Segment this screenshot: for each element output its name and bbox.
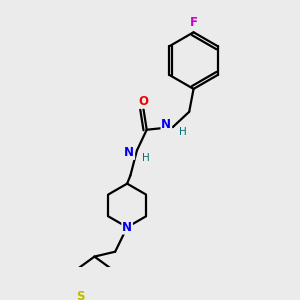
Text: N: N xyxy=(124,146,134,159)
Text: H: H xyxy=(142,153,149,163)
Text: N: N xyxy=(161,118,171,131)
Text: O: O xyxy=(139,95,148,108)
Text: S: S xyxy=(76,290,85,300)
Text: F: F xyxy=(190,16,198,29)
Text: N: N xyxy=(122,221,132,234)
Text: H: H xyxy=(179,128,187,137)
